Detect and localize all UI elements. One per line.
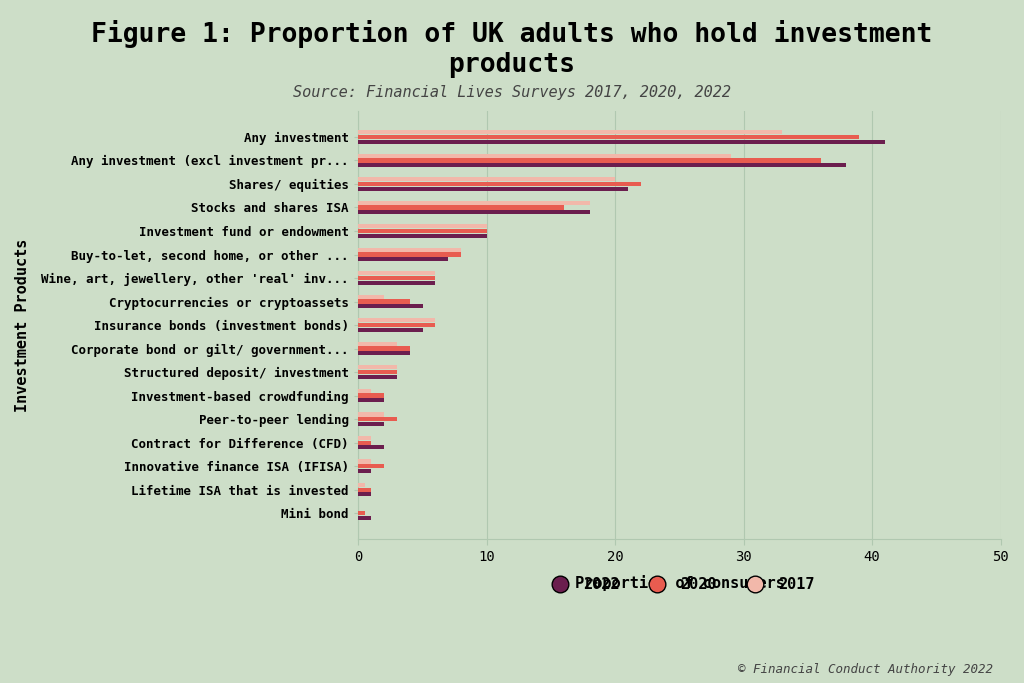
Bar [358,351,410,355]
Bar [358,370,397,374]
Bar [358,460,371,464]
Bar [358,318,435,322]
Bar [358,130,782,135]
Bar [358,206,564,210]
Bar [358,441,371,445]
Bar [358,163,847,167]
Bar [358,182,641,186]
Legend: 2022, 2020, 2017: 2022, 2020, 2017 [539,571,820,598]
Bar [358,139,885,143]
Bar [358,323,435,327]
Bar [358,234,486,238]
Bar [358,271,435,275]
Bar [358,186,628,191]
X-axis label: Proportion of consumers: Proportion of consumers [574,575,784,591]
Bar [358,299,410,304]
Bar [358,328,423,332]
Bar [358,413,384,417]
Bar [358,210,590,214]
Bar [358,445,384,449]
Bar [358,248,461,252]
Bar [358,469,371,473]
Bar [358,375,397,379]
Bar [358,483,365,487]
Bar [358,421,384,426]
Bar [358,342,397,346]
Text: Source: Financial Lives Surveys 2017, 2020, 2022: Source: Financial Lives Surveys 2017, 20… [293,85,731,100]
Text: Figure 1: Proportion of UK adults who hold investment
products: Figure 1: Proportion of UK adults who ho… [91,20,933,79]
Bar [358,417,397,421]
Bar [358,224,486,228]
Bar [358,436,371,440]
Bar [358,177,615,182]
Bar [358,492,371,497]
Bar [358,253,461,257]
Bar [358,346,410,350]
Bar [358,365,397,370]
Bar [358,304,423,308]
Bar [358,158,821,163]
Bar [358,135,859,139]
Bar [358,257,449,262]
Bar [358,464,384,469]
Bar [358,516,371,520]
Bar [358,281,435,285]
Bar [358,276,435,280]
Text: © Financial Conduct Authority 2022: © Financial Conduct Authority 2022 [738,663,993,676]
Bar [358,398,384,402]
Bar [358,393,384,398]
Bar [358,154,731,158]
Bar [358,511,365,515]
Bar [358,488,371,492]
Bar [358,389,371,393]
Y-axis label: Investment Products: Investment Products [15,238,30,412]
Bar [358,295,384,299]
Bar [358,201,590,205]
Bar [358,229,486,233]
